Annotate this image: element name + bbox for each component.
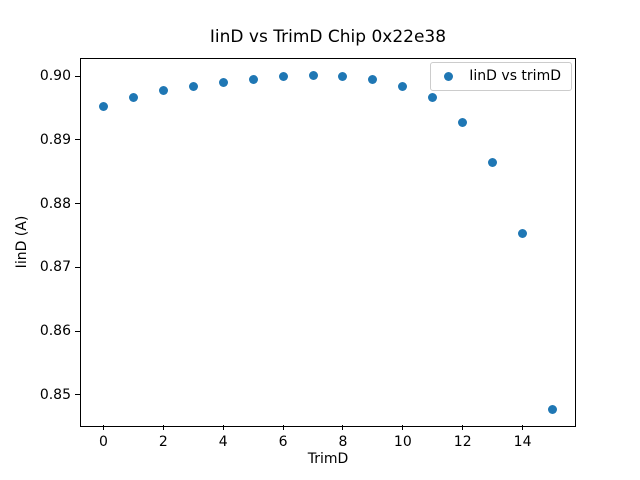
y-tick-label: 0.85 — [39, 386, 71, 403]
data-point — [338, 71, 348, 81]
data-point — [518, 229, 528, 239]
data-point — [428, 93, 438, 103]
data-point — [488, 158, 498, 168]
data-point — [458, 118, 468, 128]
data-point — [368, 74, 378, 84]
x-tick-label: 8 — [338, 434, 348, 450]
x-tick-mark — [462, 425, 464, 430]
x-tick-label: 10 — [393, 434, 412, 450]
x-tick-mark — [402, 425, 404, 430]
y-tick-label: 0.90 — [39, 68, 71, 85]
y-tick-mark — [75, 203, 80, 205]
x-tick-label: 0 — [98, 434, 108, 450]
legend-label: IinD vs trimD — [469, 68, 561, 84]
data-point — [188, 81, 198, 91]
plot-area: 0 2 4 6 8 10 12 14 0.85 0.86 0.87 0.88 0.89 0.90 Iin… — [40, 58, 576, 450]
y-tick-label: 0.88 — [39, 195, 71, 212]
data-point — [248, 74, 258, 84]
y-tick-mark — [75, 266, 80, 268]
x-tick-mark — [222, 425, 224, 430]
y-tick-label: 0.86 — [39, 323, 71, 340]
data-point — [98, 102, 108, 112]
x-tick-mark — [282, 425, 284, 430]
y-tick-label: 0.89 — [39, 131, 71, 148]
legend: IinD vs trimD — [430, 62, 572, 91]
x-tick-mark — [522, 425, 524, 430]
data-point — [278, 72, 288, 82]
x-tick-label: 2 — [158, 434, 168, 450]
data-point — [548, 404, 558, 414]
x-tick-label: 12 — [453, 434, 472, 450]
data-point — [308, 71, 318, 81]
x-tick-mark — [342, 425, 344, 430]
x-tick-mark — [162, 425, 164, 430]
x-tick-label: 6 — [278, 434, 288, 450]
x-tick-label: 4 — [218, 434, 228, 450]
x-tick-label: 14 — [513, 434, 532, 450]
y-tick-mark — [75, 394, 80, 396]
x-axis-label: TrimD — [307, 451, 349, 467]
data-point — [158, 86, 168, 96]
data-point — [218, 78, 228, 88]
x-tick-mark — [102, 425, 104, 430]
y-tick-mark — [75, 330, 80, 332]
y-tick-mark — [75, 75, 80, 77]
legend-marker-icon — [444, 71, 454, 81]
data-point — [398, 81, 408, 91]
chart-title: IinD vs TrimD Chip 0x22e38 — [209, 27, 447, 47]
data-point — [128, 92, 138, 102]
y-tick-label: 0.87 — [39, 259, 71, 276]
y-tick-mark — [75, 139, 80, 141]
